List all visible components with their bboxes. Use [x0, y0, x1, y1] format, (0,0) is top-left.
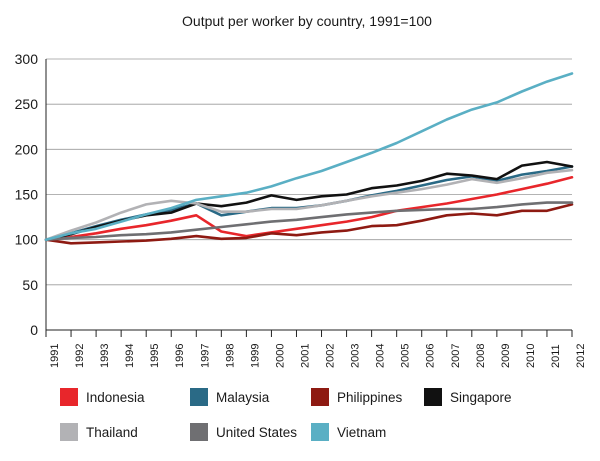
legend-swatch-united-states [190, 423, 208, 441]
legend-label-united-states: United States [216, 425, 297, 440]
x-tick-label: 1992 [74, 344, 86, 368]
series-line-philippines [44, 203, 574, 245]
chart-title: Output per worker by country, 1991=100 [182, 13, 432, 29]
series-lines [44, 72, 574, 245]
legend-label-singapore: Singapore [450, 390, 512, 405]
series-line-united-states [44, 201, 574, 241]
x-tick-label: 1991 [49, 344, 61, 368]
x-tick-label: 2010 [525, 344, 537, 368]
x-tick-label: 1997 [199, 344, 211, 368]
legend-label-malaysia: Malaysia [216, 390, 270, 405]
legend-swatch-vietnam [311, 423, 329, 441]
x-axis-ticks: 1991 1992 1993 1994 1995 1996 1997 1998 1999 2000… [45, 330, 587, 368]
y-tick-label: 150 [15, 187, 39, 203]
x-tick-label: 1996 [174, 344, 186, 368]
legend-label-indonesia: Indonesia [86, 390, 145, 405]
x-tick-label: 2012 [575, 344, 587, 368]
x-tick-label: 2011 [550, 344, 562, 368]
axes [45, 59, 572, 331]
y-tick-label: 50 [22, 277, 38, 293]
legend-label-philippines: Philippines [337, 390, 403, 405]
x-tick-label: 2006 [425, 344, 437, 368]
x-tick-label: 1995 [149, 344, 161, 368]
series-line-indonesia [44, 176, 574, 241]
x-tick-label: 1994 [124, 344, 136, 368]
series-line-vietnam [44, 72, 574, 241]
gridlines [46, 58, 572, 286]
y-tick-label: 300 [15, 51, 39, 67]
y-tick-label: 250 [15, 96, 39, 112]
x-tick-label: 2007 [450, 344, 462, 368]
x-tick-label: 2008 [475, 344, 487, 368]
x-tick-label: 2004 [375, 344, 387, 368]
y-tick-label: 200 [15, 141, 39, 157]
x-tick-label: 1993 [99, 344, 111, 368]
y-axis-ticks: 0 50 100 150 200 250 300 [15, 51, 39, 338]
x-tick-label: 2005 [400, 344, 412, 368]
y-tick-label: 100 [15, 232, 39, 248]
legend-label-thailand: Thailand [86, 425, 138, 440]
x-tick-label: 1999 [249, 344, 261, 368]
legend-label-vietnam: Vietnam [337, 425, 386, 440]
legend: Indonesia Malaysia Philippines Singapore Tha… [60, 388, 512, 441]
y-tick-label: 0 [30, 322, 38, 338]
x-tick-label: 1998 [224, 344, 236, 368]
x-tick-label: 2003 [350, 344, 362, 368]
legend-swatch-philippines [311, 388, 329, 406]
x-tick-label: 2002 [325, 344, 337, 368]
legend-swatch-singapore [424, 388, 442, 406]
legend-swatch-thailand [60, 423, 78, 441]
x-tick-label: 2009 [500, 344, 512, 368]
x-tick-label: 2001 [299, 344, 311, 368]
x-tick-label: 2000 [274, 344, 286, 368]
series-line-thailand [44, 168, 574, 241]
legend-swatch-malaysia [190, 388, 208, 406]
legend-swatch-indonesia [60, 388, 78, 406]
